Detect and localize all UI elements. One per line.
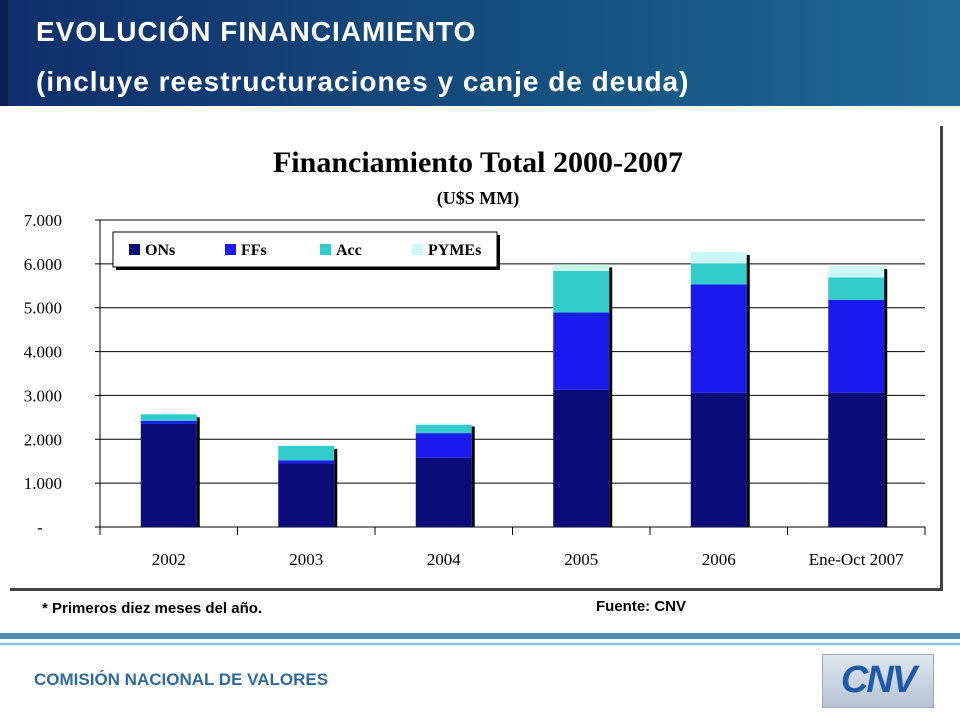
bar-pymes: [415, 423, 472, 425]
footnote: * Primeros diez meses del año.: [42, 600, 263, 617]
legend-label-ons: ONs: [145, 242, 175, 259]
bar-ons: [553, 389, 610, 527]
y-tick-label: 2.000: [24, 430, 62, 449]
legend-box: [112, 231, 498, 268]
bar-ons: [828, 392, 885, 527]
header-stripe: [0, 0, 8, 106]
bar-ffs: [278, 460, 335, 464]
y-tick-label: 6.000: [24, 255, 62, 274]
bar-shadow: [884, 269, 888, 527]
header-banner: EVOLUCIÓN FINANCIAMIENTO (incluye reestr…: [0, 0, 960, 106]
chart: Financiamiento Total 2000-2007 (U$S MM) - 1…: [24, 146, 926, 569]
legend-swatch-pymes: [412, 244, 423, 255]
y-tick-label: 7.000: [24, 211, 62, 230]
page-subtitle: (incluye reestructuraciones y canje de d…: [36, 66, 690, 97]
y-tick-label: -: [37, 518, 43, 537]
x-tick-label: 2003: [289, 550, 323, 569]
bar-shadow: [471, 426, 475, 527]
y-tick-label: 1.000: [24, 474, 62, 493]
legend-swatch-ffs: [225, 244, 236, 255]
page-title: EVOLUCIÓN FINANCIAMIENTO: [36, 16, 477, 47]
chart-subtitle: (U$S MM): [437, 188, 519, 209]
bar-ons: [140, 423, 197, 527]
bar-pymes: [553, 264, 610, 271]
bar-shadow: [746, 255, 750, 527]
x-tick-label: 2005: [564, 550, 598, 569]
bar-ffs: [828, 299, 885, 393]
legend-label-ffs: FFs: [241, 242, 267, 259]
legend-label-pymes: PYMEs: [428, 242, 481, 259]
bar-ffs: [415, 433, 472, 458]
bar-acc: [278, 445, 335, 461]
x-tick-label: 2002: [152, 550, 186, 569]
bar-ffs: [140, 420, 197, 424]
bar-ons: [278, 463, 335, 527]
bar-pymes: [828, 266, 885, 278]
y-tick-label: 3.000: [24, 386, 62, 405]
footer-divider-thin: [0, 643, 960, 645]
bar-acc: [140, 414, 197, 421]
x-tick-label: Ene-Oct 2007: [809, 550, 904, 569]
legend-label-acc: Acc: [336, 242, 362, 259]
bar-acc: [690, 263, 747, 285]
footer-divider: [0, 633, 960, 639]
x-tick-label: 2004: [427, 550, 462, 569]
legend-swatch-ons: [129, 244, 140, 255]
bar-ons: [415, 457, 472, 527]
source-note: Fuente: CNV: [596, 598, 686, 615]
cnv-logo-text: CNV: [840, 659, 917, 701]
bar-acc: [828, 277, 885, 300]
bar-acc: [415, 424, 472, 434]
bar-ffs: [690, 284, 747, 393]
bar-ons: [690, 392, 747, 527]
legend-swatch-acc: [320, 244, 331, 255]
bar-shadow: [609, 267, 613, 527]
bar-shadow: [196, 417, 200, 527]
organization-name: COMISIÓN NACIONAL DE VALORES: [34, 670, 329, 689]
y-tick-label: 4.000: [24, 343, 62, 362]
chart-frame: [10, 126, 943, 591]
chart-title: Financiamiento Total 2000-2007: [273, 146, 683, 179]
cnv-logo: CNV: [822, 654, 934, 708]
bar-shadow: [334, 448, 338, 527]
bar-ffs: [553, 312, 610, 390]
x-tick-label: 2006: [702, 550, 736, 569]
y-tick-label: 5.000: [24, 299, 62, 318]
bar-pymes: [690, 252, 747, 264]
bar-acc: [553, 270, 610, 313]
